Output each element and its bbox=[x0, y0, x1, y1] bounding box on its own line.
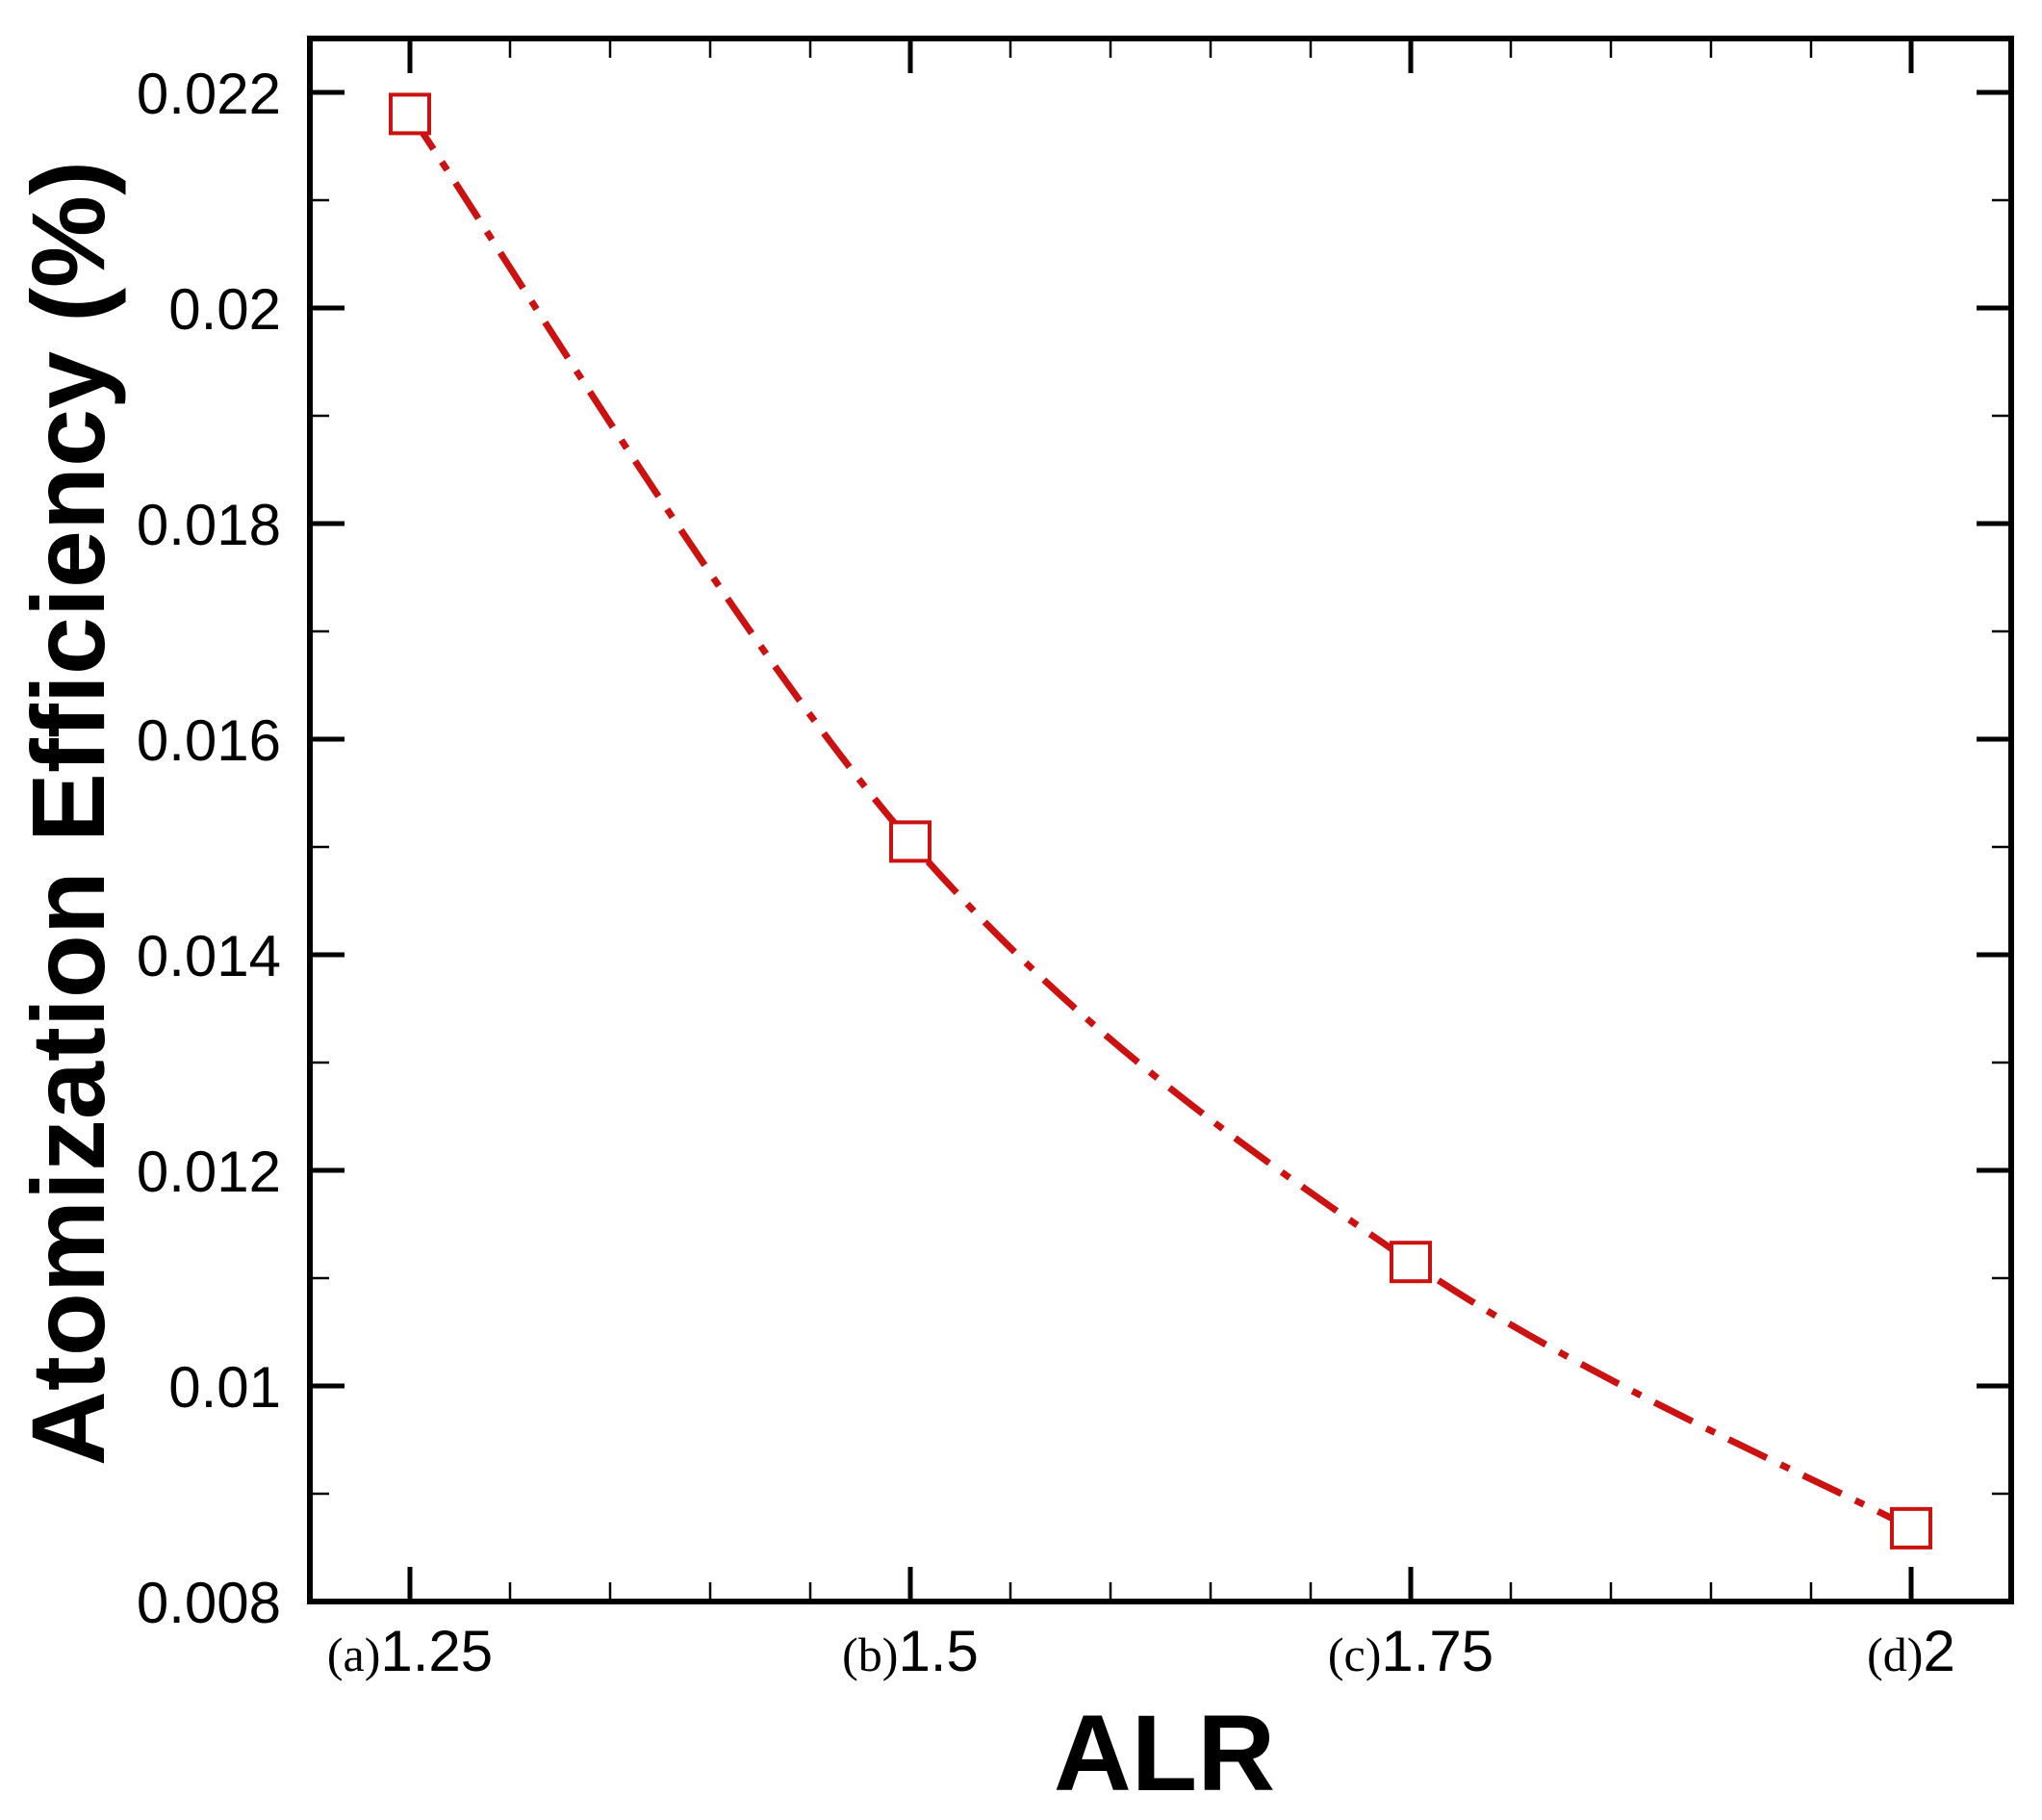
y-tick-label: 0.018 bbox=[137, 493, 281, 557]
y-tick-label: 0.01 bbox=[168, 1355, 281, 1420]
x-tick-value: 1.75 bbox=[1381, 1619, 1493, 1683]
y-tick-labels: 0.008 0.01 0.012 0.014 0.016 0.018 0.02 0.022 bbox=[137, 62, 281, 1635]
x-tick-label: (a)1.25 bbox=[327, 1619, 493, 1683]
y-tick-label: 0.008 bbox=[137, 1571, 281, 1635]
y-tick-label: 0.012 bbox=[137, 1140, 281, 1204]
y-tick-label: 0.022 bbox=[137, 62, 281, 126]
plot-frame bbox=[307, 36, 2014, 1604]
data-point-marker bbox=[1890, 1506, 1932, 1550]
x-tick-prefix: (a) bbox=[327, 1628, 381, 1681]
series-line bbox=[407, 112, 1913, 1531]
x-tick-value: 1.5 bbox=[898, 1619, 978, 1683]
minor-ticks bbox=[308, 38, 2013, 1602]
data-point-marker bbox=[889, 820, 932, 863]
x-tick-label: (b)1.5 bbox=[842, 1619, 979, 1683]
x-tick-value: 1.25 bbox=[380, 1619, 493, 1683]
y-tick-label: 0.02 bbox=[168, 277, 281, 342]
x-tick-prefix: (c) bbox=[1328, 1628, 1382, 1681]
data-point-marker bbox=[389, 92, 431, 136]
x-tick-label: (c)1.75 bbox=[1328, 1619, 1493, 1683]
x-tick-label: (d)2 bbox=[1867, 1619, 1955, 1683]
data-point-marker bbox=[1390, 1241, 1432, 1284]
y-tick-label: 0.016 bbox=[137, 708, 281, 773]
x-tick-value: 2 bbox=[1923, 1619, 1954, 1683]
x-tick-prefix: (b) bbox=[842, 1628, 898, 1681]
y-axis-title: Atomization Efficiency (%) bbox=[10, 161, 126, 1466]
x-tick-prefix: (d) bbox=[1867, 1628, 1923, 1681]
x-tick-labels: (a)1.25 (b)1.5 (c)1.75 (d)2 bbox=[327, 1619, 1955, 1683]
major-ticks bbox=[310, 38, 2011, 1604]
series-layer bbox=[389, 92, 1932, 1550]
y-tick-label: 0.014 bbox=[137, 924, 281, 988]
x-axis-title: ALR bbox=[1054, 1693, 1275, 1813]
